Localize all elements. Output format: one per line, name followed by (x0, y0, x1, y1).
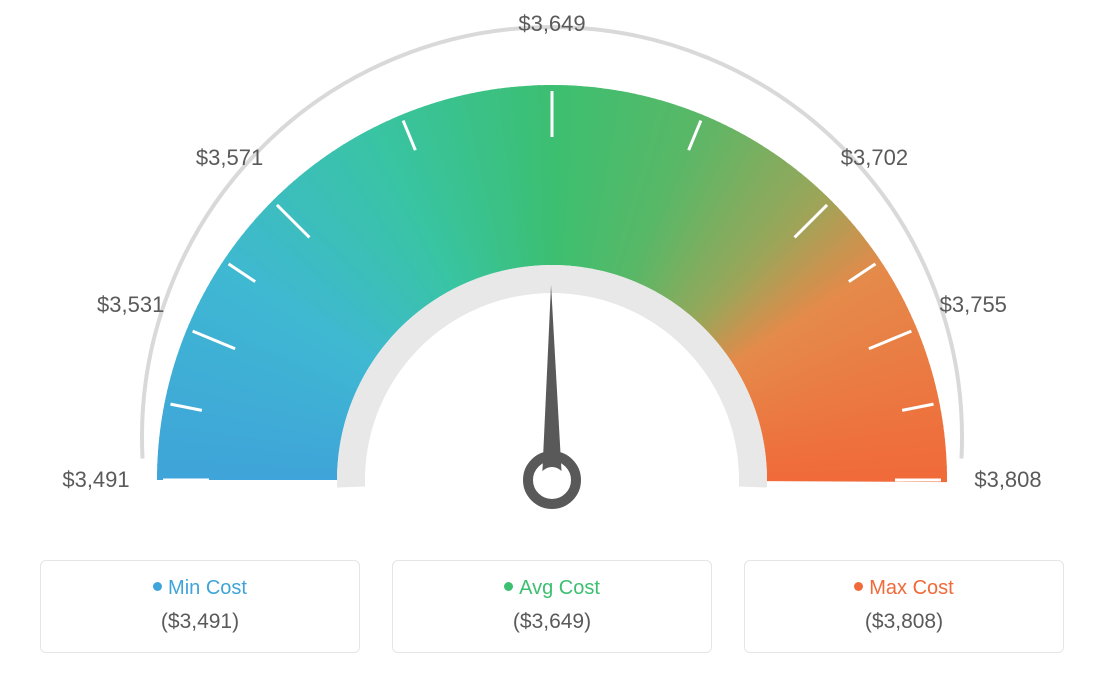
gauge-svg (20, 20, 1084, 540)
dot-icon (854, 582, 863, 591)
gauge-tick-label: $3,571 (196, 145, 263, 171)
gauge-tick-label: $3,702 (841, 145, 908, 171)
gauge-tick-label: $3,649 (518, 11, 585, 37)
legend-card-min: Min Cost ($3,491) (40, 560, 360, 653)
dot-icon (153, 582, 162, 591)
dot-icon (504, 582, 513, 591)
gauge-tick-label: $3,491 (62, 467, 129, 493)
gauge-tick-label: $3,755 (940, 292, 1007, 318)
legend-row: Min Cost ($3,491) Avg Cost ($3,649) Max … (20, 560, 1084, 653)
gauge-tick-label: $3,531 (97, 292, 164, 318)
legend-title-avg: Avg Cost (405, 577, 699, 600)
legend-card-avg: Avg Cost ($3,649) (392, 560, 712, 653)
legend-title-min: Min Cost (53, 577, 347, 600)
gauge-area: $3,491$3,531$3,571$3,649$3,702$3,755$3,8… (20, 20, 1084, 540)
gauge-tick-label: $3,808 (974, 467, 1041, 493)
legend-title-text: Avg Cost (519, 577, 600, 599)
legend-card-max: Max Cost ($3,808) (744, 560, 1064, 653)
legend-value-avg: ($3,649) (405, 610, 699, 634)
legend-title-max: Max Cost (757, 577, 1051, 600)
legend-title-text: Min Cost (168, 577, 247, 599)
cost-gauge-chart: $3,491$3,531$3,571$3,649$3,702$3,755$3,8… (20, 20, 1084, 670)
legend-title-text: Max Cost (869, 577, 953, 599)
legend-value-max: ($3,808) (757, 610, 1051, 634)
legend-value-min: ($3,491) (53, 610, 347, 634)
